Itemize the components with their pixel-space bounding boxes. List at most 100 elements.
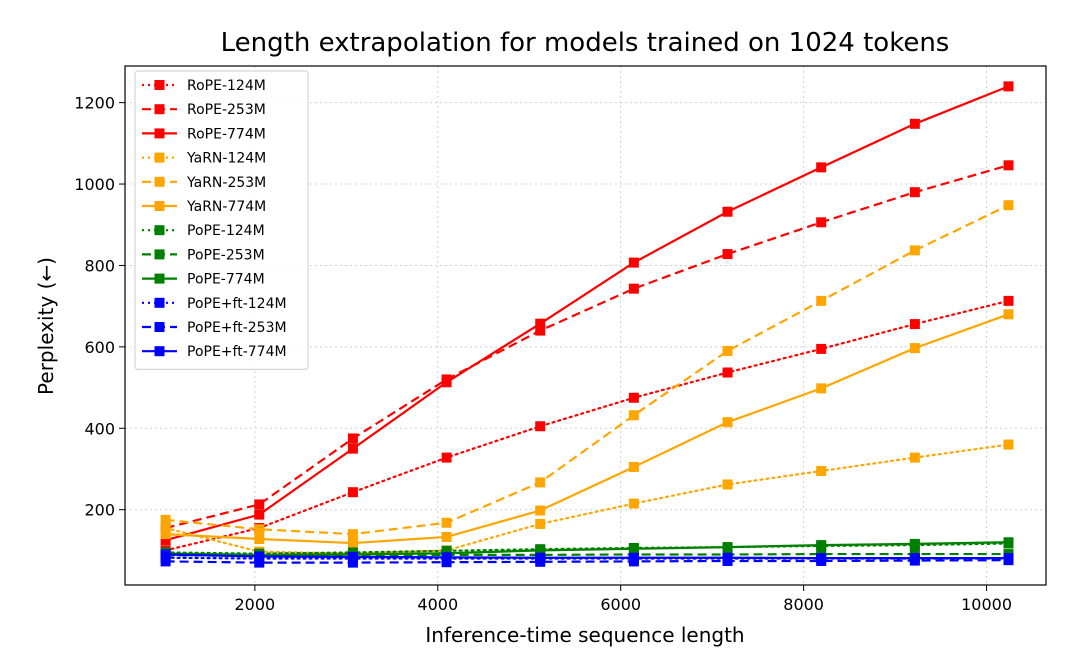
legend-label: PoPE+ft-253M — [187, 320, 287, 336]
legend-label: RoPE-124M — [187, 78, 266, 94]
legend-marker — [154, 104, 165, 115]
data-point — [722, 542, 733, 553]
data-point — [628, 543, 639, 554]
series-layer — [160, 81, 1014, 568]
data-point — [347, 557, 358, 568]
y-tick-label: 400 — [84, 419, 115, 438]
data-point — [1003, 309, 1014, 320]
series-line — [165, 559, 1009, 564]
data-point — [1003, 160, 1014, 171]
y-axis-label: Perplexity (←) — [34, 257, 58, 395]
legend-marker — [154, 80, 165, 90]
series-line — [164, 299, 1010, 552]
series-pope-ft-774m — [160, 549, 1014, 564]
series-line — [165, 85, 1009, 542]
data-point — [347, 529, 358, 540]
data-point — [909, 319, 920, 330]
data-point — [441, 531, 452, 542]
legend-marker — [154, 249, 165, 260]
data-point — [160, 529, 171, 540]
data-point — [816, 162, 827, 173]
data-point — [535, 477, 546, 488]
data-point — [441, 517, 452, 528]
data-point — [722, 367, 733, 378]
data-point — [628, 461, 639, 472]
data-point — [816, 553, 827, 564]
x-tick-label: 4000 — [417, 595, 458, 614]
x-tick-label: 6000 — [600, 595, 641, 614]
data-point — [535, 505, 546, 516]
legend-marker — [154, 152, 165, 163]
data-point — [160, 514, 171, 525]
series-line — [165, 204, 1009, 536]
data-point — [1003, 295, 1014, 306]
legend-label: YaRN-124M — [186, 151, 266, 167]
data-point — [909, 553, 920, 564]
data-point — [254, 534, 265, 545]
data-point — [441, 452, 452, 463]
data-point — [722, 417, 733, 428]
data-point — [254, 524, 265, 535]
data-point — [1003, 553, 1014, 564]
data-point — [160, 535, 171, 546]
data-point — [160, 549, 171, 560]
legend-label: PoPE-774M — [187, 272, 265, 288]
legend-marker — [154, 176, 165, 187]
data-point — [441, 377, 452, 388]
data-point — [816, 540, 827, 551]
data-point — [628, 552, 639, 563]
data-point — [1003, 81, 1014, 92]
plot-frame — [124, 65, 1047, 586]
legend-marker — [154, 297, 165, 308]
data-point — [254, 551, 265, 562]
legend-box — [134, 70, 309, 370]
chart-title: Length extrapolation for models trained … — [221, 28, 950, 58]
data-point — [347, 551, 358, 562]
data-point — [535, 325, 546, 336]
data-point — [722, 345, 733, 356]
data-point — [909, 452, 920, 463]
data-point — [535, 421, 546, 432]
y-tick-label: 1200 — [74, 94, 115, 113]
data-point — [1003, 439, 1014, 450]
data-point — [909, 245, 920, 256]
legend-marker — [154, 322, 165, 332]
x-tick-label: 2000 — [235, 595, 276, 614]
data-point — [909, 343, 920, 354]
series-line — [164, 443, 1010, 555]
data-point — [160, 523, 171, 534]
y-tick-label: 200 — [84, 501, 115, 520]
legend-label: YaRN-774M — [186, 199, 266, 215]
legend-label: RoPE-253M — [187, 102, 266, 118]
legend-label: PoPE+ft-774M — [187, 344, 287, 360]
series-line — [165, 541, 1009, 556]
data-point — [628, 498, 639, 509]
data-point — [1003, 537, 1014, 548]
legend-marker — [154, 128, 165, 139]
data-point — [909, 187, 920, 198]
y-tick-label: 1000 — [74, 175, 115, 194]
data-point — [347, 433, 358, 444]
series-line — [165, 164, 1009, 530]
data-point — [816, 383, 827, 394]
legend-label: RoPE-774M — [187, 126, 266, 142]
data-point — [628, 257, 639, 268]
series-yarn-774m — [160, 309, 1014, 549]
data-point — [347, 538, 358, 549]
data-point — [441, 552, 452, 563]
tick-layer: 2000 4000 6000 8000 10000 200 400 600 800 1000 120… — [74, 94, 1012, 614]
legend-label: PoPE-124M — [187, 223, 265, 239]
data-point — [535, 518, 546, 529]
data-point — [628, 283, 639, 294]
x-axis-label: Inference-time sequence length — [425, 623, 744, 647]
x-tick-label: 10000 — [961, 595, 1012, 614]
series-yarn-253m — [160, 200, 1014, 540]
legend-marker — [154, 201, 165, 211]
data-point — [909, 118, 920, 129]
data-point — [722, 249, 733, 260]
data-point — [254, 499, 265, 510]
legend-label: YaRN-253M — [186, 175, 266, 191]
data-point — [816, 217, 827, 228]
legend-marker — [154, 225, 165, 236]
